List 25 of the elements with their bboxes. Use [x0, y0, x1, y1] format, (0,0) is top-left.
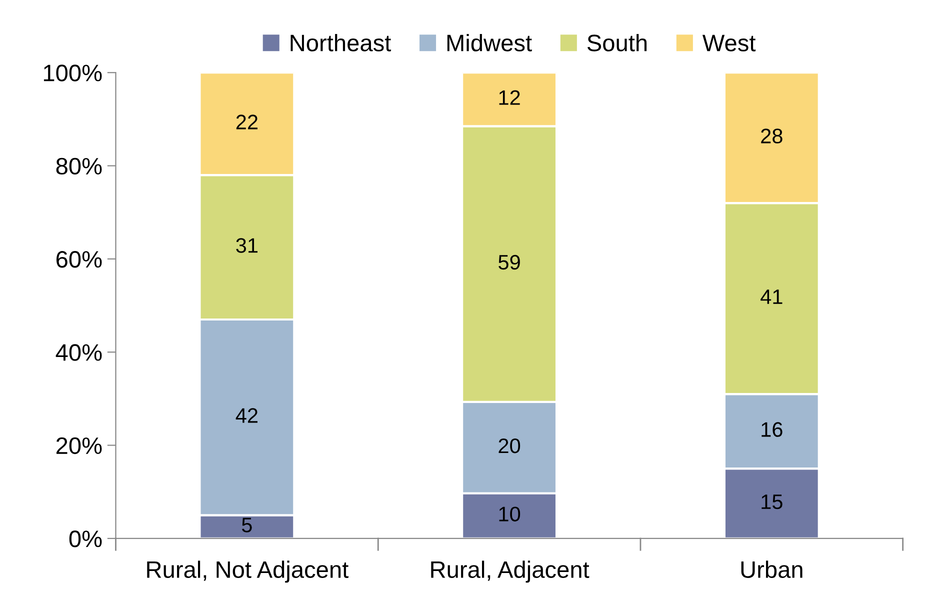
data-label: 16	[762, 422, 782, 437]
x-tick-label: Urban	[741, 560, 802, 578]
data-label: 41	[760, 290, 782, 304]
data-label: 15	[762, 494, 782, 510]
data-label: 28	[761, 128, 782, 144]
legend-label: West	[702, 34, 756, 52]
x-tick-label: Rural, Not Adjacent	[147, 560, 348, 583]
data-label: 5	[242, 518, 252, 532]
y-tick-label: 80%	[56, 158, 102, 175]
data-label: 12	[499, 90, 520, 105]
y-tick-label: 40%	[56, 344, 102, 361]
y-tick-label: 60%	[56, 251, 102, 268]
y-tick-label: 100%	[44, 64, 102, 82]
data-label: 42	[236, 408, 258, 423]
data-label: 22	[236, 114, 258, 130]
y-tick-label: 20%	[56, 437, 102, 454]
legend-label: South	[587, 34, 647, 52]
x-tick-label: Rural, Adjacent	[431, 560, 590, 583]
data-label: 31	[236, 238, 258, 253]
legend-label: Northeast	[290, 34, 392, 52]
legend-label: Midwest	[447, 34, 532, 52]
data-label: 20	[498, 438, 520, 454]
y-tick-label: 0%	[69, 530, 102, 548]
data-label: 59	[498, 254, 520, 270]
data-label: 10	[499, 506, 520, 522]
